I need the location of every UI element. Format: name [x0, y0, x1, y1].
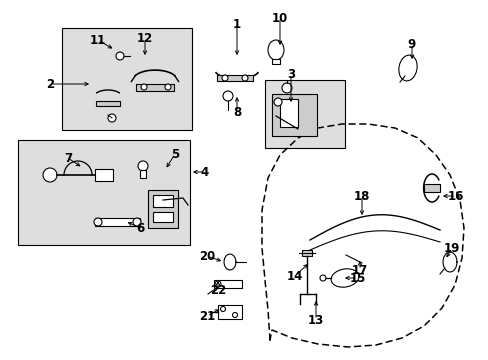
- Text: 16: 16: [447, 189, 463, 202]
- Text: 11: 11: [90, 33, 106, 46]
- Circle shape: [282, 83, 291, 93]
- Circle shape: [108, 114, 116, 122]
- Bar: [153, 195, 173, 207]
- Bar: [214, 280, 242, 288]
- Text: 9: 9: [407, 37, 415, 50]
- Circle shape: [223, 91, 232, 101]
- Text: 22: 22: [209, 284, 225, 297]
- Text: 18: 18: [353, 189, 369, 202]
- Bar: [95, 169, 113, 181]
- Circle shape: [220, 306, 225, 311]
- Circle shape: [138, 161, 148, 171]
- Bar: [280, 99, 297, 127]
- Circle shape: [141, 84, 147, 90]
- Circle shape: [222, 75, 227, 81]
- Bar: [264, 80, 345, 148]
- Text: 1: 1: [232, 18, 241, 31]
- Circle shape: [43, 168, 57, 182]
- Circle shape: [116, 52, 124, 60]
- Bar: [95, 218, 140, 226]
- Ellipse shape: [330, 269, 358, 287]
- Bar: [217, 75, 252, 81]
- Text: 3: 3: [286, 68, 294, 81]
- Bar: [423, 184, 439, 192]
- Text: 21: 21: [199, 310, 215, 323]
- Bar: [96, 101, 120, 106]
- Circle shape: [94, 218, 102, 226]
- Text: 10: 10: [271, 12, 287, 24]
- Circle shape: [164, 84, 171, 90]
- Bar: [140, 170, 146, 178]
- Text: 5: 5: [170, 148, 179, 161]
- Text: 6: 6: [136, 221, 144, 234]
- Text: 2: 2: [46, 77, 54, 90]
- Text: 15: 15: [349, 271, 366, 284]
- Circle shape: [242, 75, 247, 81]
- Bar: [302, 250, 311, 256]
- Text: 4: 4: [201, 166, 209, 179]
- Bar: [271, 94, 316, 136]
- Text: 14: 14: [286, 270, 303, 283]
- Bar: [136, 84, 174, 91]
- Bar: [148, 190, 178, 228]
- Circle shape: [133, 218, 141, 226]
- Text: 19: 19: [443, 242, 459, 255]
- Bar: [18, 140, 190, 245]
- Bar: [218, 305, 242, 319]
- Ellipse shape: [398, 55, 416, 81]
- Text: 8: 8: [232, 105, 241, 118]
- Circle shape: [232, 312, 237, 318]
- Bar: [62, 28, 192, 130]
- Text: 7: 7: [64, 152, 72, 165]
- Text: 17: 17: [351, 264, 367, 276]
- Bar: [153, 212, 173, 222]
- Text: 20: 20: [199, 249, 215, 262]
- Circle shape: [215, 281, 221, 287]
- Bar: [271, 59, 280, 64]
- Text: 12: 12: [137, 31, 153, 45]
- Ellipse shape: [267, 40, 284, 60]
- Text: 13: 13: [307, 314, 324, 327]
- Circle shape: [273, 98, 282, 106]
- Circle shape: [319, 275, 325, 281]
